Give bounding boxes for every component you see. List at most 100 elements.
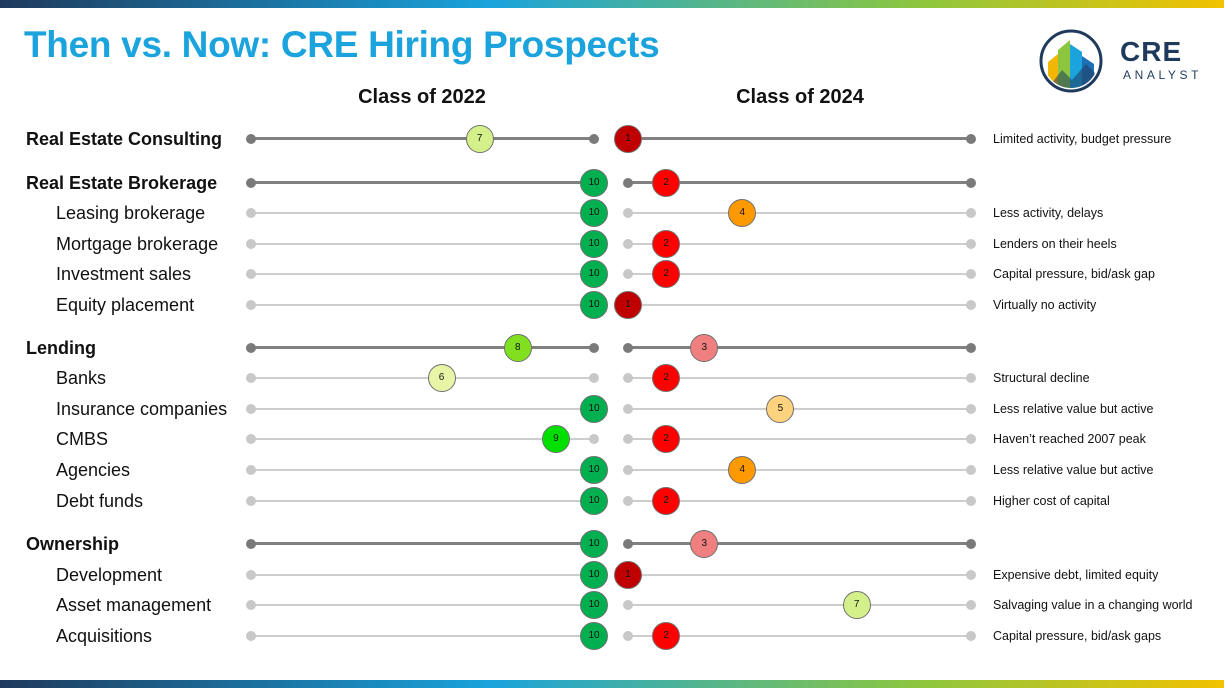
bottom-gradient-bar <box>0 680 1224 688</box>
class-2024-score-marker: 3 <box>690 530 719 558</box>
row-note: Less relative value but active <box>993 402 1154 416</box>
class-2024-score-marker: 3 <box>690 334 719 362</box>
column-heading-2022: Class of 2022 <box>358 86 486 108</box>
row-note: Capital pressure, bid/ask gaps <box>993 629 1162 643</box>
class-2022-track <box>251 438 594 440</box>
class-2022-track-start <box>246 539 256 549</box>
row-note: Lenders on their heels <box>993 237 1117 251</box>
class-2024-score-marker: 1 <box>614 125 642 153</box>
class-2022-track-end <box>589 373 599 383</box>
class-2024-track-end <box>966 404 976 414</box>
table-row: Banks 6 2 Structural decline <box>0 363 1224 393</box>
class-2024-track <box>628 137 971 140</box>
class-2024-track <box>628 542 971 545</box>
class-2024-score-marker: 2 <box>652 230 681 258</box>
class-2022-track-start <box>246 496 256 506</box>
class-2024-track-start <box>623 631 633 641</box>
row-note: Less relative value but active <box>993 463 1154 477</box>
class-2022-track-end <box>589 343 599 353</box>
table-row: Ownership 10 3 <box>0 529 1224 559</box>
table-row: Leasing brokerage 10 4 Less activity, delay… <box>0 198 1224 228</box>
table-row: Development 10 1 Expensive debt, limited eq… <box>0 560 1224 590</box>
table-row: Investment sales 10 2 Capital pressure, bid… <box>0 259 1224 289</box>
class-2022-track <box>251 574 594 576</box>
page-title: Then vs. Now: CRE Hiring Prospects <box>24 24 660 65</box>
class-2024-track <box>628 408 971 410</box>
class-2022-track-start <box>246 404 256 414</box>
category-label: Ownership <box>26 534 120 554</box>
class-2024-score-marker: 4 <box>728 456 757 484</box>
class-2024-track-start <box>623 404 633 414</box>
class-2022-track-start <box>246 570 256 580</box>
class-2024-score-marker: 7 <box>842 591 871 619</box>
class-2024-track <box>628 635 971 637</box>
class-2024-track <box>628 212 971 214</box>
class-2024-score-marker: 2 <box>652 169 681 197</box>
class-2024-track-end <box>966 631 976 641</box>
class-2024-track <box>628 469 971 471</box>
cre-analyst-logo: CRE ANALYST <box>1038 28 1218 94</box>
class-2024-track-start <box>623 465 633 475</box>
class-2022-track <box>251 243 594 245</box>
subcategory-label: Insurance companies <box>56 399 228 419</box>
class-2022-track <box>251 542 594 545</box>
class-2024-track-start <box>623 539 633 549</box>
class-2022-score-marker: 10 <box>580 561 608 589</box>
table-row: Acquisitions 10 2 Capital pressure, bid/ask… <box>0 621 1224 651</box>
class-2024-track <box>628 574 971 576</box>
class-2022-track-start <box>246 434 256 444</box>
subcategory-label: Equity placement <box>56 295 195 315</box>
class-2022-track-start <box>246 239 256 249</box>
row-note: Expensive debt, limited equity <box>993 568 1159 582</box>
table-row: Lending 8 3 <box>0 333 1224 363</box>
row-note: Limited activity, budget pressure <box>993 132 1172 146</box>
class-2024-track-start <box>623 178 633 188</box>
class-2022-track <box>251 137 594 140</box>
subcategory-label: Development <box>56 565 163 585</box>
class-2022-track <box>251 181 594 184</box>
class-2024-score-marker: 1 <box>614 561 642 589</box>
subcategory-label: Mortgage brokerage <box>56 234 219 254</box>
class-2022-score-marker: 7 <box>465 125 494 153</box>
column-heading-2024: Class of 2024 <box>736 86 864 108</box>
class-2024-track-end <box>966 239 976 249</box>
category-label: Real Estate Brokerage <box>26 173 218 193</box>
class-2024-track-start <box>623 434 633 444</box>
class-2024-track-end <box>966 178 976 188</box>
class-2022-track-end <box>589 134 599 144</box>
class-2024-track-end <box>966 269 976 279</box>
class-2024-track-end <box>966 343 976 353</box>
class-2022-track-start <box>246 134 256 144</box>
subcategory-label: Leasing brokerage <box>56 203 206 223</box>
class-2024-score-marker: 2 <box>652 260 681 288</box>
table-row: Equity placement 10 1 Virtually no activity <box>0 290 1224 320</box>
logo-wordmark: CRE <box>1120 36 1183 67</box>
class-2022-score-marker: 10 <box>580 230 608 258</box>
class-2024-track <box>628 346 971 349</box>
class-2024-track <box>628 438 971 440</box>
class-2022-score-marker: 6 <box>427 364 456 392</box>
class-2022-track <box>251 604 594 606</box>
class-2024-track-start <box>623 373 633 383</box>
row-note: Virtually no activity <box>993 298 1097 312</box>
class-2022-track-start <box>246 631 256 641</box>
subcategory-label: Asset management <box>56 595 212 615</box>
subcategory-label: Agencies <box>56 460 131 480</box>
class-2022-track <box>251 500 594 502</box>
row-note: Haven’t reached 2007 peak <box>993 432 1146 446</box>
subcategory-label: Banks <box>56 368 107 388</box>
class-2022-score-marker: 10 <box>580 395 608 423</box>
subcategory-label: CMBS <box>56 429 109 449</box>
table-row: CMBS 9 2 Haven’t reached 2007 peak <box>0 424 1224 454</box>
category-label: Real Estate Consulting <box>26 129 223 149</box>
class-2024-track <box>628 273 971 275</box>
class-2022-track <box>251 273 594 275</box>
class-2024-track-start <box>623 496 633 506</box>
subcategory-label: Investment sales <box>56 264 192 284</box>
class-2022-track <box>251 212 594 214</box>
class-2022-track-start <box>246 600 256 610</box>
class-2022-score-marker: 10 <box>580 456 608 484</box>
class-2024-track-end <box>966 600 976 610</box>
class-2022-track-start <box>246 178 256 188</box>
top-gradient-bar <box>0 0 1224 8</box>
